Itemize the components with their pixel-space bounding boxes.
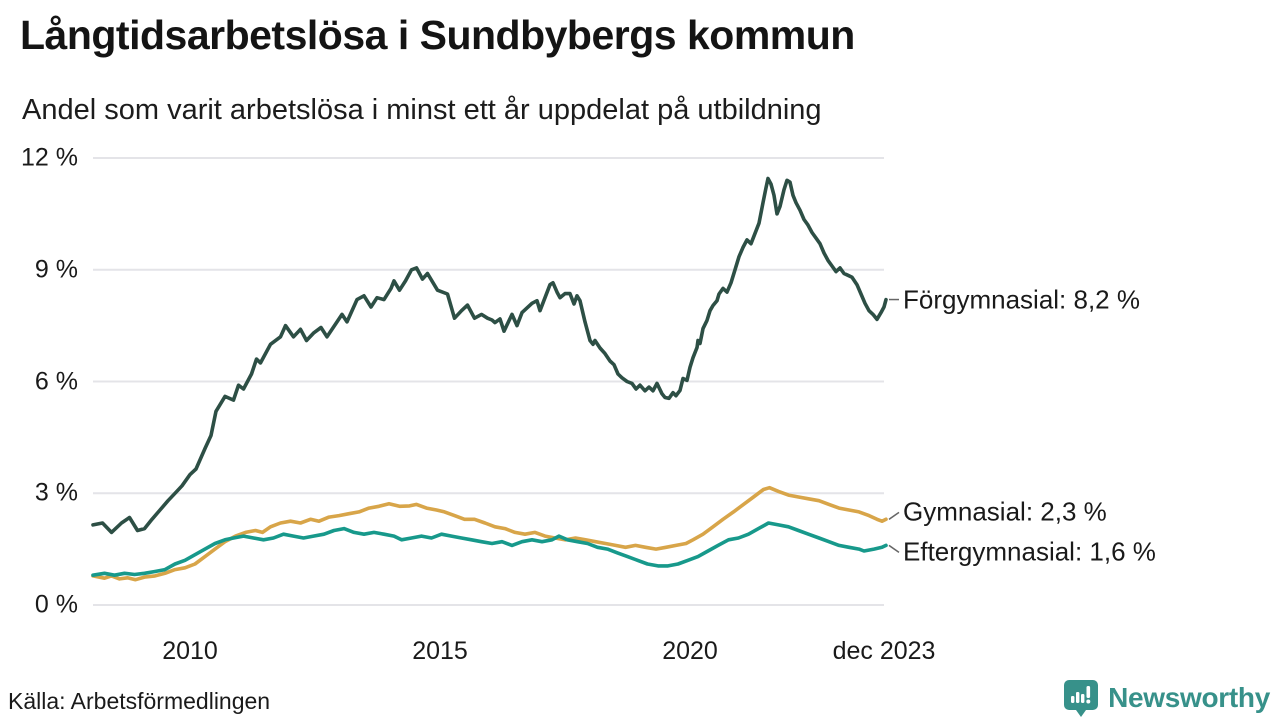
series-line-gymnasial	[91, 485, 888, 582]
y-tick-label: 3 %	[34, 478, 78, 507]
y-tick-label: 0 %	[34, 590, 78, 619]
label-connector	[888, 544, 900, 554]
y-tick-label: 9 %	[34, 255, 78, 284]
source-text: Källa: Arbetsförmedlingen	[8, 688, 271, 714]
newsworthy-bubble-chart-icon	[1064, 680, 1099, 717]
newsworthy-wordmark: Newsworthy	[1108, 682, 1270, 713]
series-line-frgymnasial	[91, 176, 888, 535]
series-label-eftergymnasial: Eftergymnasial: 1,6 %	[903, 536, 1156, 567]
newsworthy-brand: Newsworthy	[1062, 678, 1270, 718]
y-tick-label: 12 %	[21, 143, 78, 172]
x-tick-label: dec 2023	[832, 637, 936, 665]
series-label-forgymnasial: Förgymnasial: 8,2 %	[903, 284, 1140, 315]
page-title: Långtidsarbetslösa i Sundbybergs kommun	[20, 12, 855, 58]
series-label-gymnasial: Gymnasial: 2,3 %	[903, 496, 1107, 527]
series-line-eftergymnasial	[91, 521, 888, 578]
x-tick-label: 2015	[412, 637, 468, 665]
x-tick-label: 2020	[662, 637, 718, 665]
chart-subtitle: Andel som varit arbetslösa i minst ett å…	[22, 94, 822, 126]
y-tick-label: 6 %	[34, 367, 78, 395]
label-connector	[888, 511, 900, 520]
x-tick-label: 2010	[162, 637, 218, 665]
